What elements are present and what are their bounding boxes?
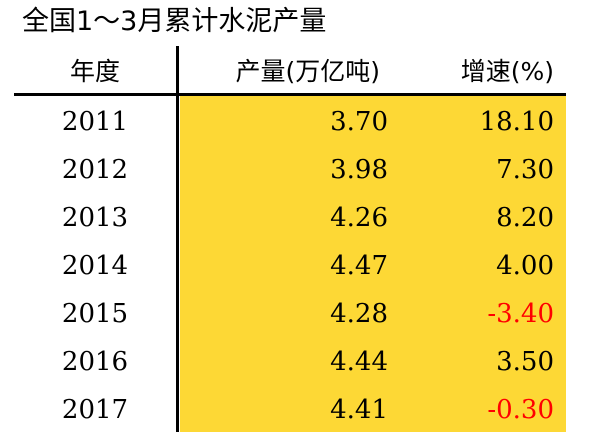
- cell-production: 4.41: [330, 395, 388, 425]
- table-row: 2012 3.98 7.30: [0, 146, 596, 194]
- cell-year: 2012: [61, 155, 129, 185]
- table-row: 2014 4.47 4.00: [0, 242, 596, 290]
- cell-production: 3.98: [330, 155, 388, 185]
- cell-growth: 8.20: [496, 203, 554, 233]
- cell-growth: 7.30: [496, 155, 554, 185]
- table-row: 2016 4.44 3.50: [0, 338, 596, 386]
- header-year: 年度: [69, 57, 120, 86]
- table-row: 2017 4.41 -0.30: [0, 386, 596, 434]
- table-row: 2015 4.28 -3.40: [0, 290, 596, 338]
- cell-year: 2011: [61, 107, 129, 137]
- cell-growth: -3.40: [487, 299, 554, 329]
- cell-year: 2013: [61, 203, 129, 233]
- cell-production: 4.44: [330, 347, 388, 377]
- cell-growth: 3.50: [496, 347, 554, 377]
- cell-year: 2014: [61, 251, 129, 281]
- cell-year: 2017: [61, 395, 129, 425]
- cell-year: 2015: [61, 299, 129, 329]
- chart-title: 全国1～3月累计水泥产量: [22, 6, 327, 37]
- header-growth: 增速(%): [460, 57, 554, 86]
- cell-production: 4.47: [330, 251, 388, 281]
- table-body: 2011 3.70 18.10 2012 3.98 7.30 2013 4.26…: [0, 98, 596, 434]
- cell-production: 3.70: [330, 107, 388, 137]
- cell-growth: 18.10: [479, 107, 554, 137]
- data-highlight-background: [180, 96, 566, 432]
- column-divider: [176, 46, 179, 432]
- cell-growth: 4.00: [496, 251, 554, 281]
- table-row: 2011 3.70 18.10: [0, 98, 596, 146]
- table-row: 2013 4.26 8.20: [0, 194, 596, 242]
- header-divider: [14, 93, 566, 96]
- header-production: 产量(万亿吨): [235, 57, 380, 86]
- cell-production: 4.28: [330, 299, 388, 329]
- cell-growth: -0.30: [487, 395, 554, 425]
- cell-year: 2016: [61, 347, 129, 377]
- cell-production: 4.26: [330, 203, 388, 233]
